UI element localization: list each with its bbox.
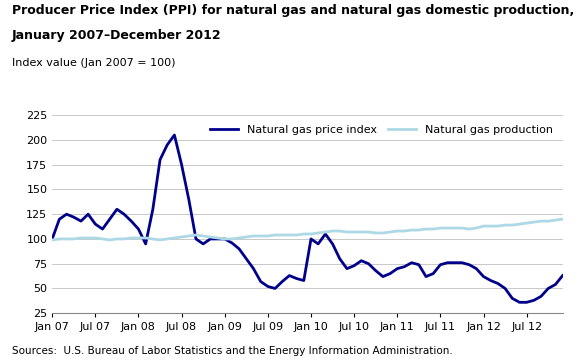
- Text: Sources:  U.S. Bureau of Labor Statistics and the Energy Information Administrat: Sources: U.S. Bureau of Labor Statistics…: [12, 346, 452, 356]
- Text: January 2007–December 2012: January 2007–December 2012: [12, 29, 221, 42]
- Text: Producer Price Index (PPI) for natural gas and natural gas domestic production,: Producer Price Index (PPI) for natural g…: [12, 4, 574, 17]
- Legend: Natural gas price index, Natural gas production: Natural gas price index, Natural gas pro…: [206, 121, 557, 140]
- Text: Index value (Jan 2007 = 100): Index value (Jan 2007 = 100): [12, 58, 175, 68]
